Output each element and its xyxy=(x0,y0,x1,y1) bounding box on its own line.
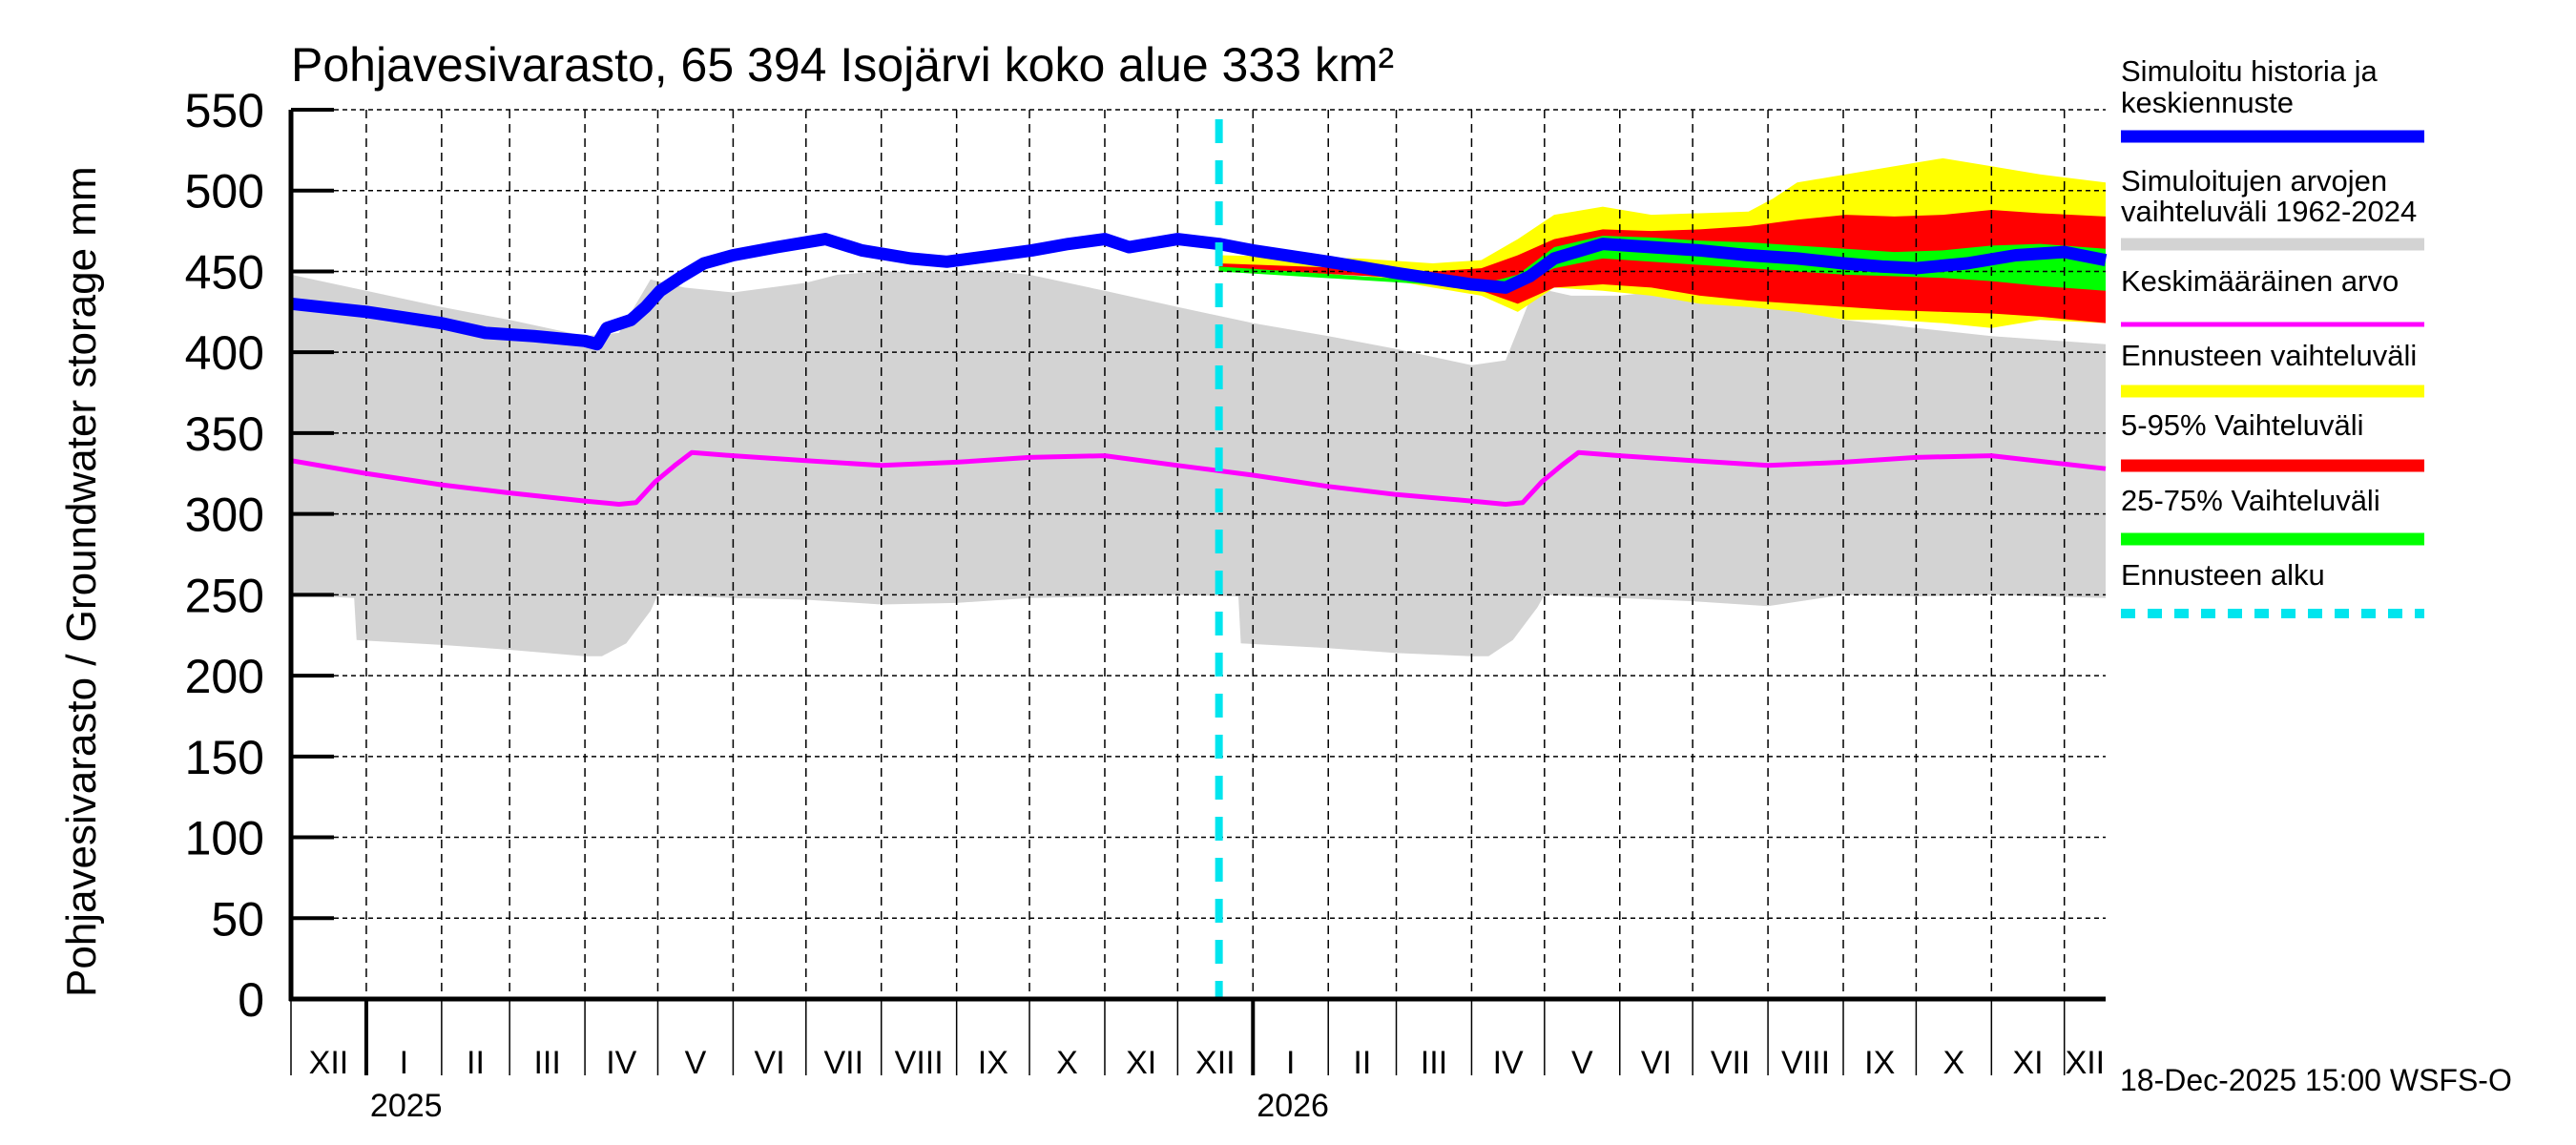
month-label: X xyxy=(1056,1045,1078,1081)
month-label: III xyxy=(1421,1045,1447,1081)
month-label: IX xyxy=(1864,1045,1895,1081)
month-label: V xyxy=(685,1045,707,1081)
month-label: VI xyxy=(755,1045,785,1081)
legend-label: 25-75% Vaihteluväli xyxy=(2121,484,2380,517)
legend-item: 25-75% Vaihteluväli xyxy=(2121,484,2424,546)
legend-label: keskiennuste xyxy=(2121,86,2294,119)
p5-95-band xyxy=(1218,210,2106,323)
month-label: XI xyxy=(2012,1045,2043,1081)
month-label: XI xyxy=(1126,1045,1156,1081)
legend-label: Simuloitu historia ja xyxy=(2121,54,2379,88)
month-label: XII xyxy=(1195,1045,1236,1081)
month-label: IV xyxy=(1493,1045,1524,1081)
month-label: II xyxy=(1353,1045,1371,1081)
y-axis-label: Pohjavesivarasto / Groundwater storage m… xyxy=(58,166,105,997)
y-tick-label: 300 xyxy=(185,489,264,542)
month-label: XII xyxy=(309,1045,349,1081)
y-tick-label: 200 xyxy=(185,650,264,703)
legend-label: 5-95% Vaihteluväli xyxy=(2121,408,2363,442)
legend-label: Ennusteen alku xyxy=(2121,558,2325,592)
y-tick-label: 100 xyxy=(185,812,264,865)
simulated-history-line xyxy=(290,233,2108,351)
month-label: XII xyxy=(2066,1045,2106,1081)
y-tick-label: 500 xyxy=(185,165,264,219)
y-tick-label: 400 xyxy=(185,326,264,380)
year-label: 2025 xyxy=(370,1088,443,1124)
legend-label: Keskimääräinen arvo xyxy=(2121,264,2399,298)
y-tick-label: 550 xyxy=(185,84,264,137)
month-label: X xyxy=(1943,1045,1965,1081)
month-label: IX xyxy=(978,1045,1008,1081)
legend-item: Ennusteen alku xyxy=(2121,558,2424,618)
legend-item: Keskimääräinen arvo xyxy=(2121,264,2424,327)
mean-line xyxy=(290,449,2107,507)
month-label: VIII xyxy=(1781,1045,1830,1081)
y-tick-label: 50 xyxy=(211,892,264,946)
month-label: II xyxy=(467,1045,485,1081)
month-label: I xyxy=(1286,1045,1295,1081)
month-label: V xyxy=(1571,1045,1593,1081)
timestamp: 18-Dec-2025 15:00 WSFS-O xyxy=(2120,1063,2512,1097)
y-tick-label: 250 xyxy=(185,569,264,622)
y-tick-label: 150 xyxy=(185,731,264,784)
chart-title: Pohjavesivarasto, 65 394 Isojärvi koko a… xyxy=(291,38,1394,92)
y-tick-label: 0 xyxy=(238,973,264,1027)
month-label: VI xyxy=(1641,1045,1672,1081)
month-label: I xyxy=(400,1045,408,1081)
month-label: III xyxy=(533,1045,560,1081)
historical-range-band xyxy=(291,271,2106,656)
y-tick-label: 350 xyxy=(185,407,264,461)
month-label: VII xyxy=(823,1045,863,1081)
legend-item: 5-95% Vaihteluväli xyxy=(2121,408,2424,472)
month-label: IV xyxy=(606,1045,636,1081)
year-label: 2026 xyxy=(1257,1088,1329,1124)
y-tick-label: 450 xyxy=(185,245,264,299)
legend-label: Ennusteen vaihteluväli xyxy=(2121,339,2417,372)
legend-item: Ennusteen vaihteluväli xyxy=(2121,339,2424,398)
month-label: VII xyxy=(1711,1045,1751,1081)
legend-label: vaihteluväli 1962-2024 xyxy=(2121,195,2417,228)
legend-label: Simuloitujen arvojen xyxy=(2121,164,2387,198)
month-label: VIII xyxy=(895,1045,944,1081)
